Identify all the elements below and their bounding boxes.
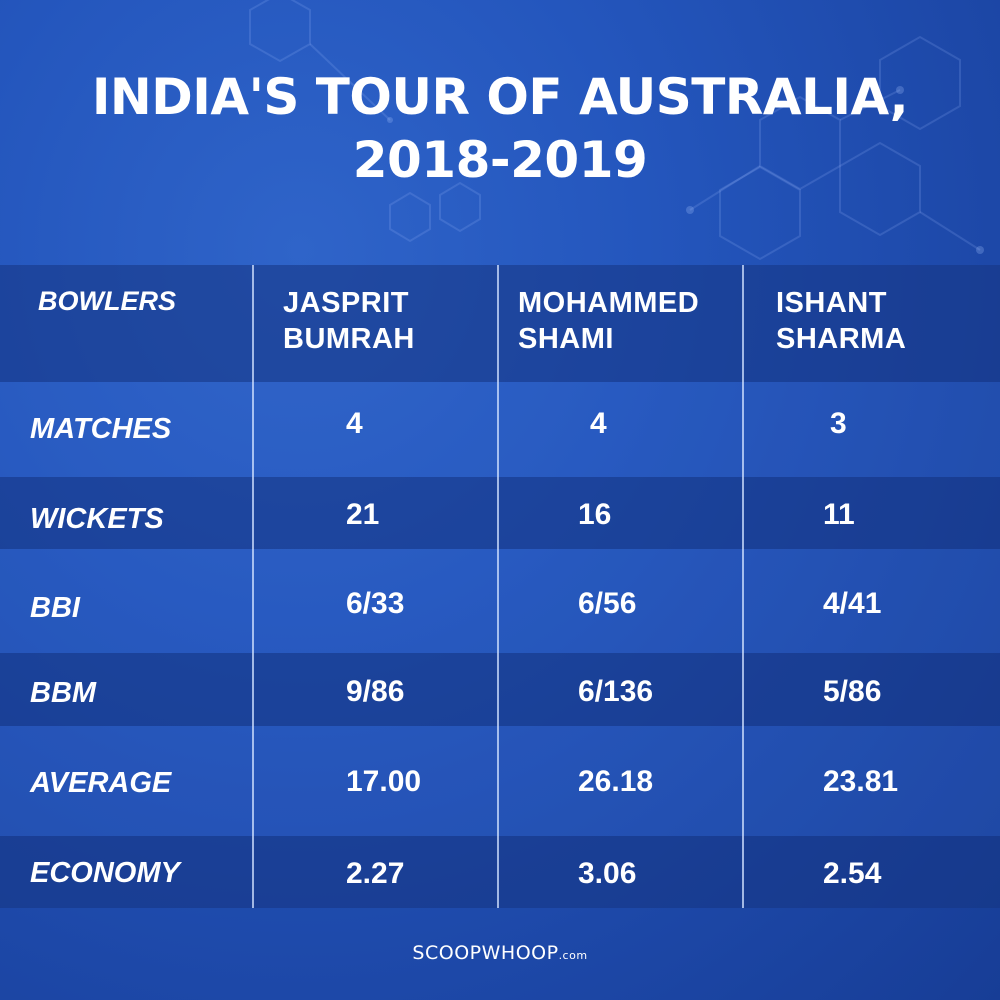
value-bbm-shami: 6/136 <box>578 675 654 708</box>
bowler-1-first-name: JASPRIT <box>283 287 409 319</box>
row-label-economy: ECONOMY <box>30 857 180 889</box>
header-bowler-3: ISHANT SHARMA <box>776 285 906 357</box>
bowler-2-last-name: SHAMI <box>518 323 614 355</box>
header-bowler-1: JASPRIT BUMRAH <box>283 285 415 357</box>
value-bbm-sharma: 5/86 <box>823 675 882 708</box>
value-average-shami: 26.18 <box>578 765 654 798</box>
value-economy-shami: 3.06 <box>578 857 637 890</box>
title-line-1: INDIA'S TOUR OF AUSTRALIA, <box>91 68 909 126</box>
footer-brand: SCOOPWHOOP.com <box>0 942 1000 964</box>
table-row-bbi: BBI 6/33 6/56 4/41 <box>0 549 1000 653</box>
table-row-bbm: BBM 9/86 6/136 5/86 <box>0 653 1000 726</box>
table-header-row: BOWLERS JASPRIT BUMRAH MOHAMMED SHAMI IS… <box>0 265 1000 382</box>
value-bbi-sharma: 4/41 <box>823 587 882 620</box>
header-label-bowlers: BOWLERS <box>38 286 176 316</box>
table-row-average: AVERAGE 17.00 26.18 23.81 <box>0 726 1000 836</box>
row-label-matches: MATCHES <box>30 413 172 445</box>
table-row-economy: ECONOMY 2.27 3.06 2.54 <box>0 836 1000 908</box>
title-line-2: 2018-2019 <box>352 131 648 189</box>
row-label-bbi: BBI <box>30 592 80 624</box>
bowler-3-first-name: ISHANT <box>776 287 887 319</box>
value-bbi-shami: 6/56 <box>578 587 637 620</box>
value-wickets-shami: 16 <box>578 498 612 531</box>
bowler-1-last-name: BUMRAH <box>283 323 415 355</box>
column-divider-2 <box>497 265 499 908</box>
brand-logo-text: SCOOPWHOOP <box>412 942 559 964</box>
value-bbi-bumrah: 6/33 <box>346 587 405 620</box>
value-average-sharma: 23.81 <box>823 765 899 798</box>
page-title: INDIA'S TOUR OF AUSTRALIA, 2018-2019 <box>0 66 1000 192</box>
value-economy-bumrah: 2.27 <box>346 857 405 890</box>
value-economy-sharma: 2.54 <box>823 857 882 890</box>
value-bbm-bumrah: 9/86 <box>346 675 405 708</box>
value-wickets-bumrah: 21 <box>346 498 380 531</box>
value-matches-sharma: 3 <box>830 407 847 440</box>
header-bowler-2: MOHAMMED SHAMI <box>518 285 699 357</box>
column-divider-1 <box>252 265 254 908</box>
brand-logo-suffix: .com <box>558 949 588 962</box>
row-label-bbm: BBM <box>30 677 97 709</box>
table-row-wickets: WICKETS 21 16 11 <box>0 477 1000 549</box>
column-divider-3 <box>742 265 744 908</box>
bowler-3-last-name: SHARMA <box>776 323 907 355</box>
bowler-2-first-name: MOHAMMED <box>518 287 700 319</box>
row-label-wickets: WICKETS <box>30 503 164 535</box>
value-wickets-sharma: 11 <box>823 498 855 531</box>
table-row-matches: MATCHES 4 4 3 <box>0 382 1000 477</box>
value-average-bumrah: 17.00 <box>346 765 422 798</box>
value-matches-shami: 4 <box>590 407 607 440</box>
value-matches-bumrah: 4 <box>346 407 363 440</box>
row-label-average: AVERAGE <box>30 767 172 799</box>
